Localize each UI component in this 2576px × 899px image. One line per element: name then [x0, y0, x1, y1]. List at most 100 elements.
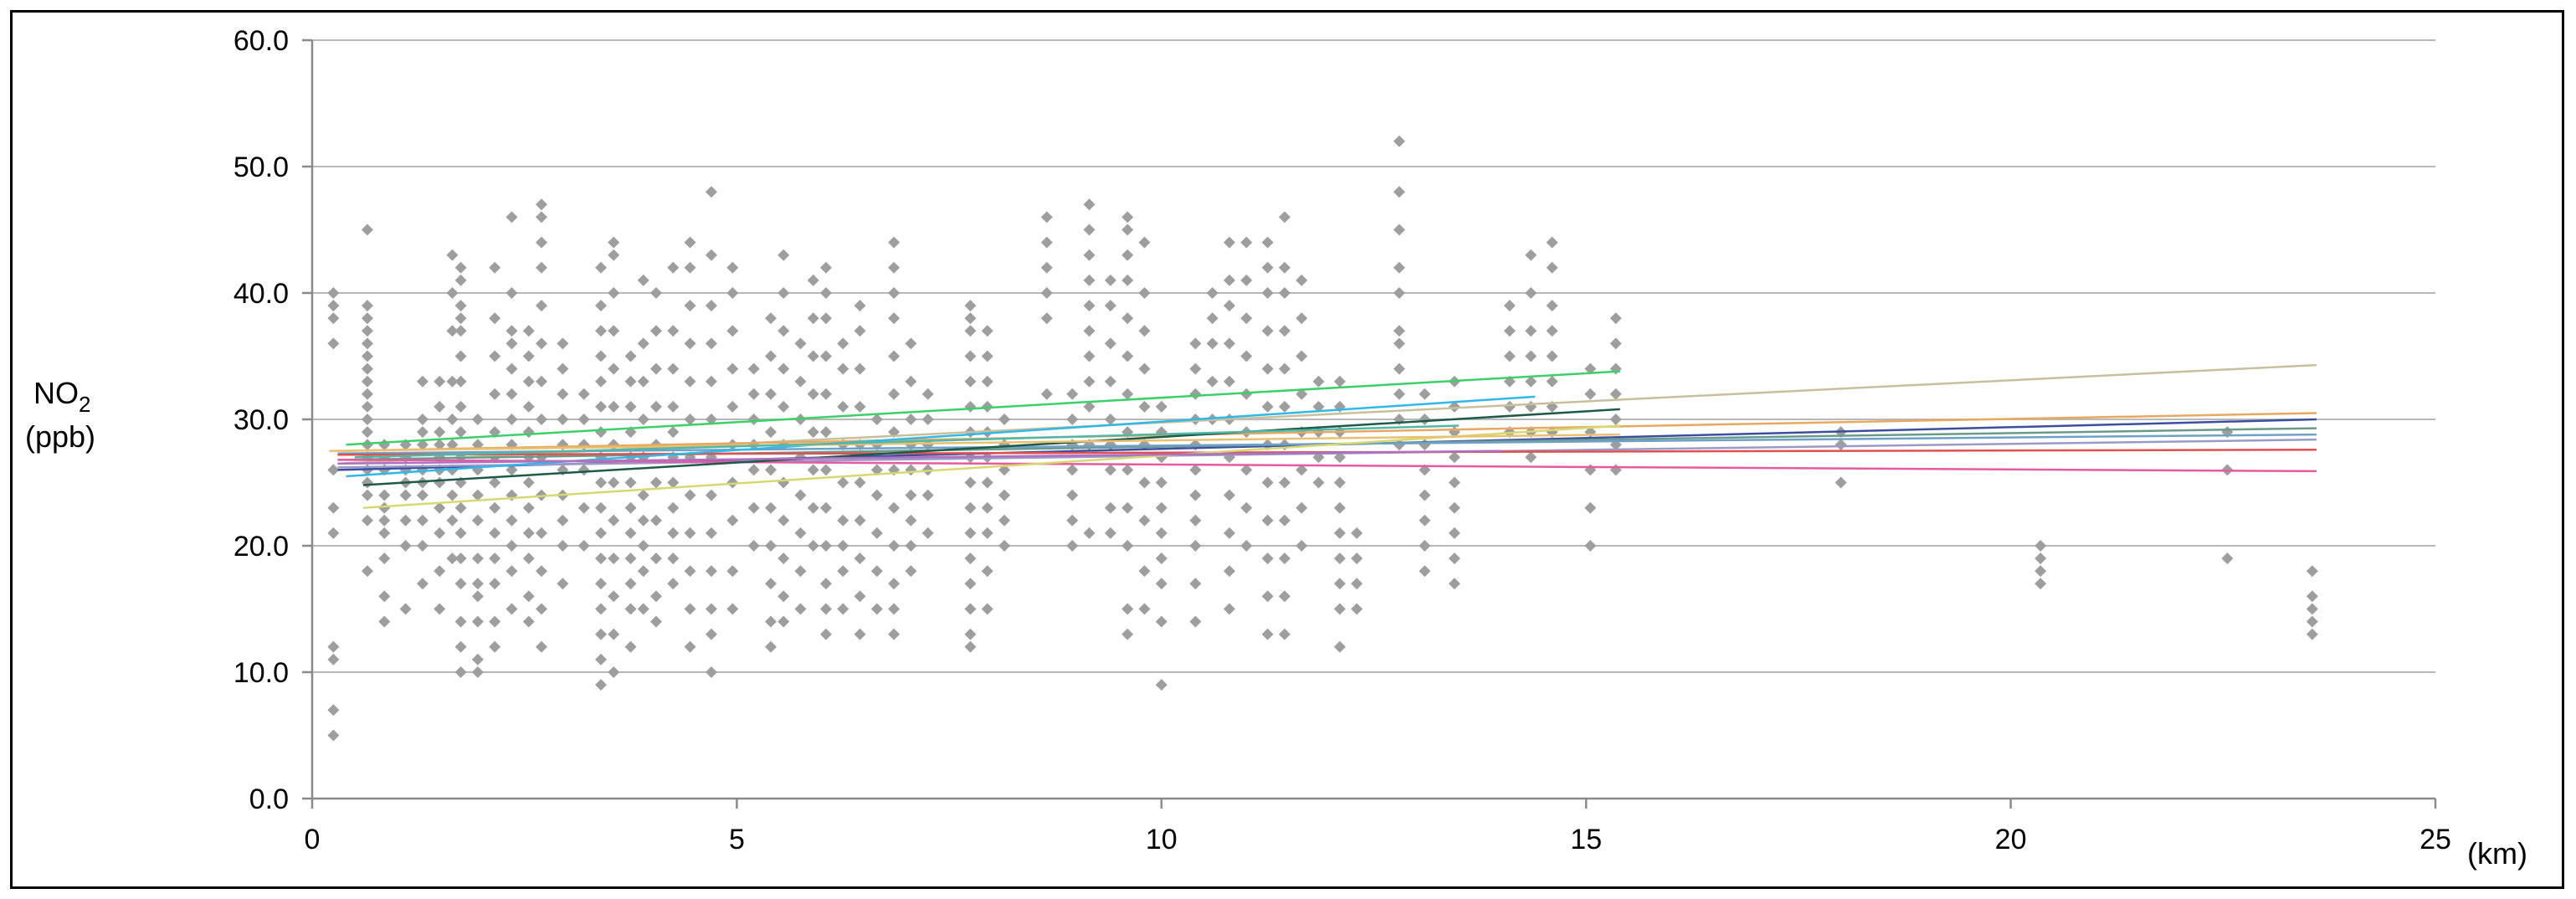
data-point [471, 666, 484, 678]
data-point [624, 501, 637, 514]
data-point [1066, 388, 1079, 400]
data-point [624, 603, 637, 615]
data-point [361, 476, 373, 489]
data-point [705, 375, 717, 388]
data-point [471, 578, 484, 590]
data-point [557, 540, 569, 552]
data-point [1503, 325, 1516, 337]
data-point [888, 312, 901, 325]
data-point [1189, 337, 1202, 350]
data-point [1040, 388, 1053, 400]
data-point [981, 501, 993, 514]
data-point [921, 527, 934, 539]
data-point [998, 414, 1011, 425]
data-point [446, 552, 459, 565]
data-point [888, 501, 901, 514]
data-point [905, 414, 917, 425]
data-point [870, 527, 883, 539]
data-point [1278, 628, 1291, 640]
data-point [361, 565, 373, 578]
data-point [964, 312, 977, 325]
x-tick-label: 15 [1570, 824, 1602, 855]
data-point [905, 337, 917, 350]
data-point [1261, 236, 1274, 249]
data-point [327, 704, 340, 717]
data-point [434, 375, 446, 388]
data-point [667, 578, 680, 590]
data-point [1333, 501, 1346, 514]
data-point [1066, 464, 1079, 476]
data-point [595, 300, 608, 312]
x-tick-label: 10 [1146, 824, 1178, 855]
data-point [1223, 489, 1235, 501]
data-point [649, 476, 662, 489]
data-point [807, 540, 819, 552]
data-point [1278, 476, 1291, 489]
data-point [471, 552, 484, 565]
data-point [1312, 476, 1325, 489]
data-point [870, 464, 883, 476]
data-point [667, 362, 680, 375]
data-point [361, 325, 373, 337]
data-point [454, 400, 467, 413]
data-point [454, 325, 467, 337]
data-point [577, 540, 590, 552]
data-point [2306, 615, 2318, 628]
data-point [454, 274, 467, 286]
trend-line-14 [337, 450, 1501, 465]
data-point [1040, 287, 1053, 299]
data-point [1448, 578, 1460, 590]
data-point [1296, 540, 1308, 552]
data-point [1121, 540, 1134, 552]
data-point [1121, 211, 1134, 223]
data-point [1104, 501, 1116, 514]
data-point [1448, 426, 1460, 439]
data-point [819, 501, 832, 514]
data-point [1584, 540, 1597, 552]
data-point [505, 603, 518, 615]
data-point [1223, 236, 1235, 249]
data-point [489, 501, 501, 514]
data-point [921, 414, 934, 425]
data-point [819, 426, 832, 439]
data-point [361, 426, 373, 439]
data-point [1296, 388, 1308, 400]
data-point [747, 388, 760, 400]
data-point [1333, 527, 1346, 539]
data-point [747, 501, 760, 514]
data-point [327, 300, 340, 312]
data-point [1206, 337, 1219, 350]
data-point [794, 527, 807, 539]
data-point [1261, 362, 1274, 375]
data-point [1448, 476, 1460, 489]
data-point [522, 325, 535, 337]
data-point [684, 489, 696, 501]
data-point [535, 337, 547, 350]
data-point [595, 628, 608, 640]
data-point [535, 640, 547, 653]
data-point [705, 300, 717, 312]
data-point [608, 236, 620, 249]
data-point [327, 729, 340, 742]
data-point [1083, 198, 1096, 211]
data-point [819, 464, 832, 476]
data-point [595, 603, 608, 615]
data-point [837, 540, 849, 552]
data-point [378, 615, 391, 628]
data-point [1419, 540, 1431, 552]
data-point [624, 578, 637, 590]
data-point [327, 527, 340, 539]
data-point [361, 489, 373, 501]
data-point [649, 552, 662, 565]
data-point [667, 476, 680, 489]
data-point [446, 375, 459, 388]
data-point [1066, 489, 1079, 501]
data-point [416, 540, 428, 552]
data-point [608, 590, 620, 603]
data-point [608, 325, 620, 337]
data-point [1155, 400, 1167, 413]
data-point [764, 578, 777, 590]
data-point [1448, 400, 1460, 413]
data-point [454, 615, 467, 628]
data-point [1083, 274, 1096, 286]
